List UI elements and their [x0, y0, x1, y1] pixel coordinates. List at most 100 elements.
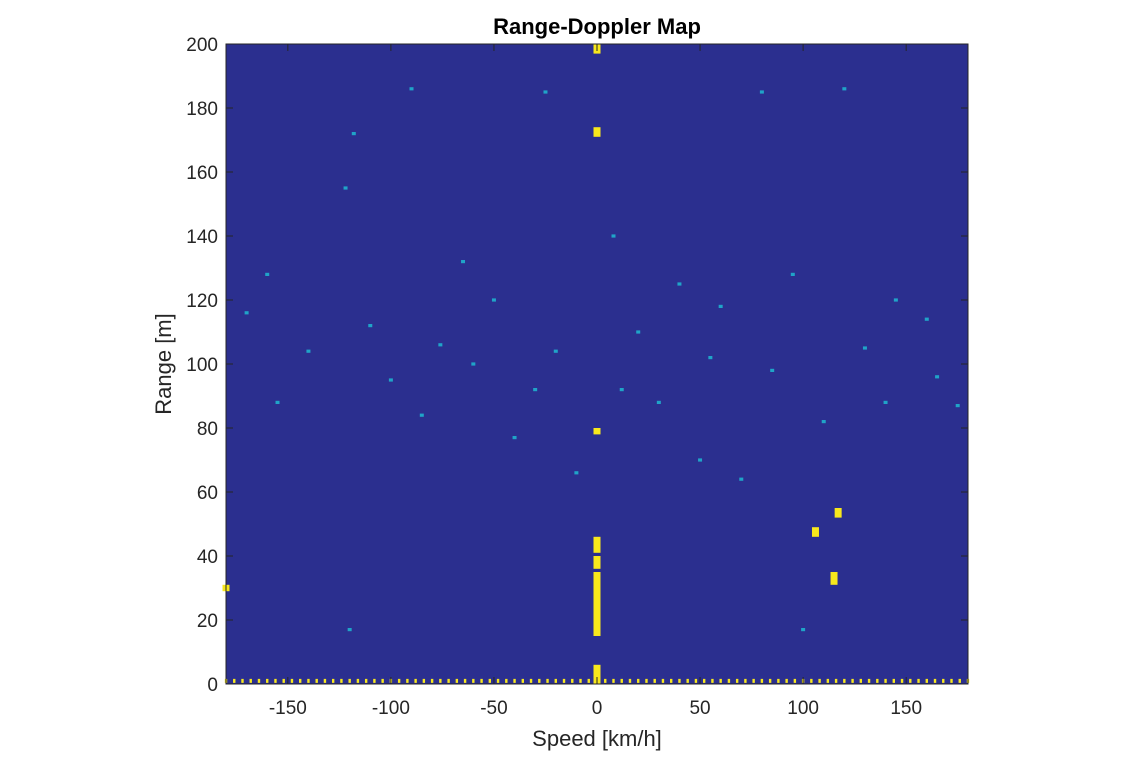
- y-tick-label: 120: [186, 291, 218, 312]
- weak-return-17: [388, 378, 393, 382]
- weak-return-11: [619, 388, 624, 392]
- zero-range-return: [282, 678, 285, 683]
- strong-return-1: [593, 556, 601, 569]
- zero-range-return: [538, 678, 541, 683]
- x-tick-label: 50: [689, 698, 710, 719]
- zero-range-return: [818, 678, 821, 683]
- zero-range-return: [307, 678, 310, 683]
- x-axis: -150 -100 -50 0 50 100 150: [269, 44, 922, 719]
- zero-range-return: [645, 678, 648, 683]
- zero-range-return: [299, 678, 302, 683]
- zero-range-return: [406, 678, 409, 683]
- strong-return-0: [593, 572, 601, 636]
- weak-return-38: [759, 90, 764, 94]
- zero-range-return: [257, 678, 261, 683]
- weak-return-20: [862, 346, 867, 350]
- zero-range-return: [859, 678, 863, 683]
- zero-range-return: [892, 678, 895, 683]
- zero-range-return: [702, 678, 706, 683]
- zero-range-return: [397, 678, 401, 683]
- weak-return-39: [409, 87, 414, 91]
- zero-range-return: [686, 678, 689, 683]
- zero-range-return: [826, 678, 830, 683]
- weak-return-28: [821, 420, 826, 424]
- zero-range-return: [620, 678, 623, 683]
- zero-range-return: [719, 678, 722, 683]
- y-tick-label: 180: [186, 99, 218, 120]
- zero-range-return: [422, 678, 426, 683]
- weak-return-25: [739, 477, 744, 481]
- weak-return-6: [656, 400, 661, 404]
- weak-return-40: [842, 87, 847, 91]
- weak-return-31: [471, 362, 476, 366]
- zero-range-return: [562, 678, 566, 683]
- zero-range-return: [430, 678, 434, 683]
- zero-range-return: [496, 678, 500, 683]
- weak-return-5: [677, 282, 682, 286]
- zero-range-return: [571, 678, 574, 683]
- x-tick-label: -100: [372, 698, 410, 719]
- zero-range-return: [628, 678, 632, 683]
- weak-return-27: [419, 413, 424, 417]
- zero-range-return: [323, 678, 327, 683]
- weak-return-14: [883, 400, 888, 404]
- zero-range-return: [843, 678, 846, 683]
- zero-range-return: [554, 678, 557, 683]
- zero-range-return: [455, 678, 459, 683]
- weak-return-22: [306, 349, 311, 353]
- weak-return-12: [553, 349, 558, 353]
- weak-return-32: [708, 356, 713, 360]
- weak-return-0: [275, 400, 280, 404]
- weak-return-13: [718, 304, 723, 308]
- zero-range-return: [810, 678, 813, 683]
- zero-range-return: [950, 678, 953, 683]
- zero-range-return: [727, 678, 731, 683]
- weak-return-19: [491, 298, 496, 302]
- zero-range-return: [661, 678, 665, 683]
- weak-return-7: [801, 628, 806, 632]
- zero-range-return: [744, 678, 747, 683]
- zero-range-return: [290, 678, 294, 683]
- weak-return-16: [770, 368, 775, 372]
- y-axis: 0 20 40 60 80 100 120 140 160 180 200: [186, 35, 968, 696]
- x-axis-label: Speed [km/h]: [532, 726, 662, 751]
- zero-range-return: [233, 678, 236, 683]
- weak-return-30: [955, 404, 960, 408]
- zero-range-return: [439, 678, 442, 683]
- zero-range-return: [884, 678, 887, 683]
- strong-return-9: [830, 572, 838, 585]
- weak-return-9: [351, 132, 356, 136]
- y-tick-label: 160: [186, 163, 218, 184]
- zero-range-return: [463, 678, 467, 683]
- y-tick-label: 100: [186, 355, 218, 376]
- zero-range-return: [587, 678, 590, 683]
- y-tick-label: 20: [197, 611, 218, 632]
- zero-range-return: [480, 678, 483, 683]
- strong-return-8: [834, 508, 842, 518]
- y-axis-label: Range [m]: [151, 313, 176, 415]
- weak-return-8: [924, 317, 929, 321]
- zero-range-return: [958, 678, 961, 683]
- zero-range-return: [447, 678, 450, 683]
- zero-range-return: [356, 678, 360, 683]
- x-tick-label: -50: [480, 698, 507, 719]
- y-tick-label: 80: [197, 419, 218, 440]
- zero-range-return: [711, 678, 714, 683]
- zero-range-return: [604, 678, 607, 683]
- zero-range-return: [414, 678, 417, 683]
- chart-title: Range-Doppler Map: [493, 14, 701, 39]
- zero-range-return: [678, 678, 681, 683]
- zero-range-return: [266, 678, 269, 683]
- zero-range-return: [900, 678, 904, 683]
- weak-return-33: [265, 272, 270, 276]
- zero-range-return: [612, 678, 615, 683]
- weak-return-1: [438, 343, 443, 347]
- strong-return-5: [593, 127, 601, 137]
- x-tick-label: 0: [592, 698, 603, 719]
- zero-range-return: [867, 678, 871, 683]
- zero-range-return: [917, 678, 920, 683]
- zero-range-return: [488, 678, 492, 683]
- zero-range-return: [637, 678, 640, 683]
- y-tick-label: 40: [197, 547, 218, 568]
- zero-range-return: [793, 678, 797, 683]
